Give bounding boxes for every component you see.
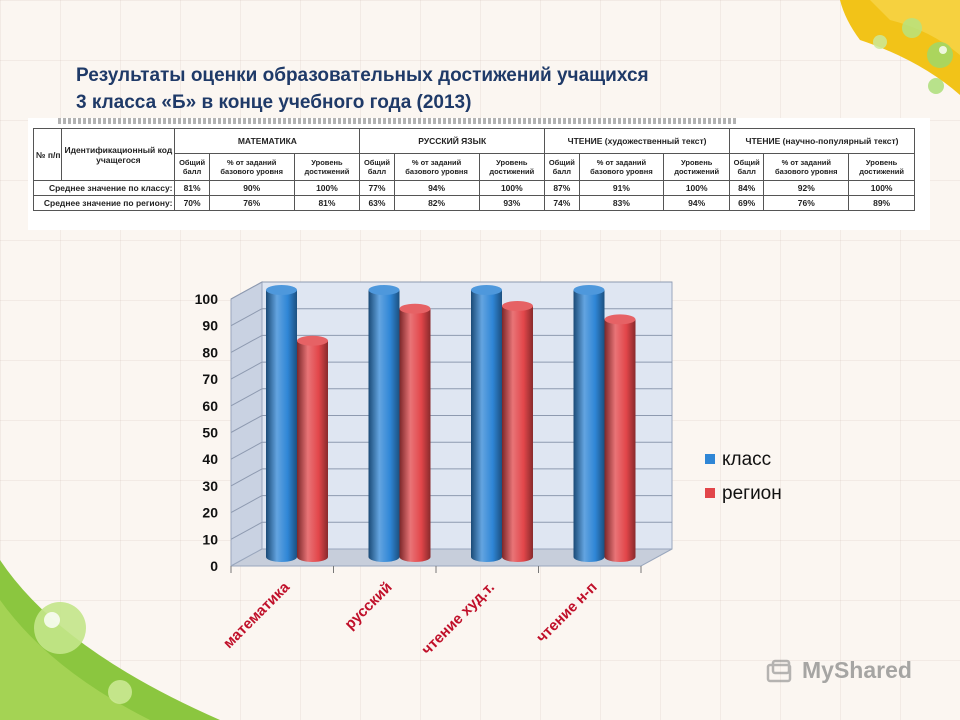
bar-top-region	[604, 314, 636, 325]
table-row-region: Среднее значение по региону: 70% 76% 81%…	[32, 195, 915, 211]
gridline-side	[230, 415, 263, 433]
water-drops-decoration	[840, 0, 960, 95]
slide-title: Результаты оценки образовательных достиж…	[76, 62, 649, 116]
y-tick-label: 30	[202, 478, 218, 494]
table-cell: 82%	[393, 195, 480, 211]
bar-top-class	[573, 285, 605, 295]
header-student-id: Идентификационный код учащегося	[61, 128, 176, 181]
gridline-side	[230, 361, 263, 380]
bar-top-region	[502, 301, 533, 312]
table-cell: 76%	[208, 195, 295, 211]
table-cell: 83%	[578, 195, 665, 211]
gridline-side	[230, 281, 263, 300]
gridline-side	[230, 441, 263, 460]
y-tick-label: 0	[210, 558, 218, 574]
bar-top-region	[297, 335, 328, 346]
subheader-level: Уровень достижений	[848, 153, 915, 181]
results-table-image: № п/п Идентификационный код учащегося МА…	[28, 118, 930, 230]
subheader-basic-pct: % от заданий базового уровня	[393, 153, 480, 181]
table-cell: 70%	[174, 195, 210, 211]
gridline-side	[230, 521, 263, 540]
subheader-level: Уровень достижений	[478, 153, 546, 181]
subheader-total: Общий балл	[729, 153, 765, 181]
gridline-side	[230, 468, 263, 487]
header-num: № п/п	[32, 128, 63, 181]
gridline-side	[230, 308, 263, 327]
slide-title-line-1: Результаты оценки образовательных достиж…	[76, 65, 649, 86]
table-cell: 89%	[848, 195, 915, 211]
legend-swatch-region	[705, 488, 715, 498]
bar-top-region	[399, 303, 431, 314]
y-tick-label: 70	[202, 371, 218, 387]
subheader-basic-pct: % от заданий базового уровня	[763, 153, 850, 181]
table-caption-blurred	[58, 118, 738, 124]
table-cell: 63%	[359, 195, 395, 211]
chart-floor	[230, 548, 673, 567]
bar-class	[573, 290, 605, 562]
y-tick-label: 50	[202, 425, 218, 441]
table-cell: 76%	[763, 195, 850, 211]
y-tick-label: 60	[202, 398, 218, 414]
bar-class	[471, 290, 502, 562]
bar-region	[297, 340, 328, 562]
table-cell: 69%	[729, 195, 765, 211]
y-tick-label: 10	[202, 531, 218, 547]
subheader-basic-pct: % от заданий базового уровня	[578, 153, 665, 181]
gridline-side	[230, 495, 263, 514]
y-tick-label: 100	[195, 291, 219, 307]
legend-label-class: класс	[722, 449, 772, 470]
watermark-text: MyShared	[802, 657, 912, 683]
bar-region	[502, 306, 533, 562]
x-category-label: математика	[220, 578, 294, 652]
bar-top-class	[368, 285, 400, 295]
subheader-total: Общий балл	[174, 153, 210, 181]
bar-top-class	[266, 285, 297, 295]
x-category-label: чтение худ.т.	[418, 579, 498, 659]
green-wave-decoration	[0, 560, 220, 720]
y-tick-label: 20	[202, 505, 218, 521]
y-tick-label: 80	[202, 344, 218, 360]
results-table: № п/п Идентификационный код учащегося МА…	[32, 128, 915, 211]
y-tick-label: 40	[202, 451, 218, 467]
myshared-logo-icon	[766, 659, 792, 683]
bar-top-class	[471, 285, 502, 295]
x-category-label: русский	[341, 579, 395, 633]
bar-region	[604, 319, 636, 562]
bar-class	[368, 290, 400, 562]
gridline-side	[230, 388, 263, 407]
gridline-side	[230, 334, 263, 353]
x-category-label: чтение н-п	[533, 579, 600, 646]
slide-title-line-2: 3 класса «Б» в конце учебного года (2013…	[76, 92, 472, 113]
subheader-total: Общий балл	[544, 153, 580, 181]
y-tick-label: 90	[202, 318, 218, 334]
legend-label-region: регион	[722, 483, 782, 504]
bar-class	[266, 290, 297, 562]
legend-swatch-class	[705, 454, 715, 464]
table-cell: 74%	[544, 195, 580, 211]
bar-region	[399, 308, 431, 562]
